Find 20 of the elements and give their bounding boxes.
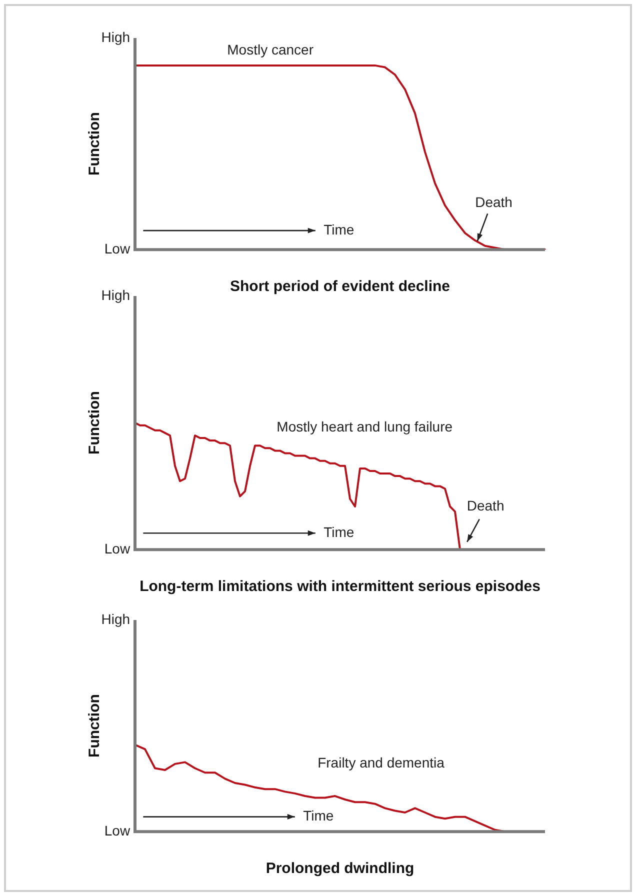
text: High bbox=[101, 28, 130, 45]
y-axis-title: Function bbox=[86, 112, 104, 176]
y-axis-title: Function bbox=[86, 694, 104, 758]
text: Mostly cancer bbox=[227, 42, 314, 58]
text: Low bbox=[104, 240, 131, 256]
annotation: Death bbox=[466, 497, 504, 514]
annotation: Mostly heart and lung failure bbox=[276, 418, 453, 435]
text: Short period of evident decline bbox=[230, 278, 450, 296]
annotation: Death bbox=[475, 194, 512, 210]
text: High bbox=[101, 286, 130, 303]
text: Low bbox=[104, 540, 131, 556]
text: Long-term limitations with intermittent serious episodes bbox=[140, 578, 540, 596]
y-axis-title: Function bbox=[86, 391, 104, 454]
annotation: Time bbox=[303, 808, 334, 824]
text: Prolonged dwindling bbox=[266, 860, 414, 878]
annotation: Frailty and dementia bbox=[318, 754, 445, 771]
annotation: Time bbox=[324, 524, 354, 540]
annotation: Time bbox=[324, 221, 354, 238]
text: High bbox=[101, 610, 130, 627]
text: Low bbox=[104, 822, 131, 838]
